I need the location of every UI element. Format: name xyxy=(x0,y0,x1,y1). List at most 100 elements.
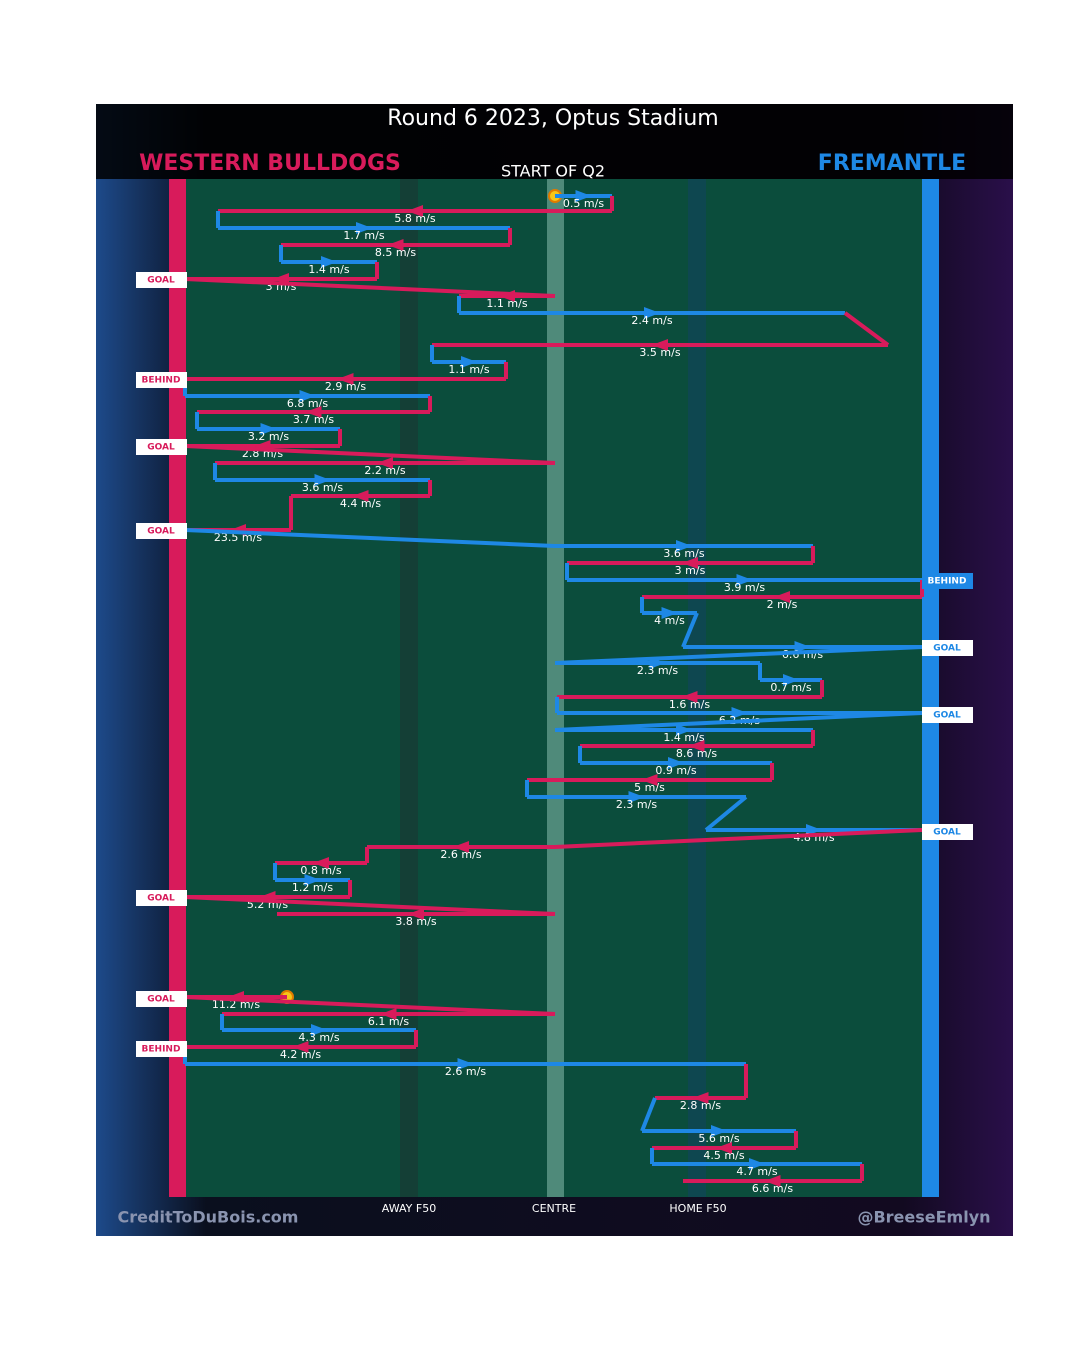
arrow-head xyxy=(731,707,748,719)
arrow-head xyxy=(764,1175,781,1187)
outcome-box xyxy=(136,991,187,1007)
arrow-head xyxy=(668,757,684,769)
arrow-head xyxy=(304,874,321,886)
arrow-head xyxy=(377,457,393,469)
speed-label: 1.4 m/s xyxy=(663,731,704,744)
arrow-head xyxy=(352,490,369,502)
header-band xyxy=(96,104,1013,179)
connector xyxy=(640,1097,657,1132)
outcome-label: GOAL xyxy=(147,276,175,286)
arrow-head xyxy=(453,841,469,853)
speed-label: 2.3 m/s xyxy=(616,798,657,811)
speed-label: 4.4 m/s xyxy=(340,497,381,510)
outcome-label: GOAL xyxy=(933,644,961,654)
arrow-head xyxy=(682,557,698,569)
speed-label: 3.9 m/s xyxy=(724,581,765,594)
speed-label: 1.1 m/s xyxy=(448,363,489,376)
connector xyxy=(843,311,890,347)
arrow-head xyxy=(299,390,316,402)
speed-label: 0.9 m/s xyxy=(655,764,696,777)
arrow-head xyxy=(407,205,423,217)
arrow-head xyxy=(311,1024,327,1036)
speed-label: 3.7 m/s xyxy=(293,413,334,426)
arrow-head xyxy=(806,824,822,836)
footer-handle: @BreeseEmlyn xyxy=(857,1208,990,1227)
speed-label: 2.6 m/s xyxy=(445,1065,486,1078)
outcome-box xyxy=(136,1041,187,1057)
arrow-head xyxy=(313,857,329,869)
arrow-head xyxy=(644,307,660,319)
left-team: WESTERN BULLDOGS xyxy=(139,151,401,176)
outcome-box xyxy=(136,372,187,388)
arrow-head xyxy=(321,256,337,268)
connector xyxy=(681,612,699,648)
arrow-head xyxy=(575,190,592,202)
arrow-head xyxy=(628,791,645,803)
outcome-box xyxy=(136,890,187,906)
speed-label: 1.1 m/s xyxy=(486,297,527,310)
outcome-label: GOAL xyxy=(933,711,961,721)
speed-label: 3.2 m/s xyxy=(248,430,289,443)
speed-label: 4.5 m/s xyxy=(703,1149,744,1162)
arrow-head xyxy=(676,540,692,552)
outcome-box xyxy=(136,523,187,539)
arrow-head xyxy=(681,691,698,703)
arrow-head xyxy=(260,423,277,435)
centre-stripe xyxy=(547,179,564,1197)
arrow-head xyxy=(641,774,658,786)
outcome-label: BEHIND xyxy=(142,1045,181,1055)
speed-label: 4.7 m/s xyxy=(736,1165,777,1178)
left-goal-line xyxy=(169,179,186,1197)
speed-label: 5.6 m/s xyxy=(698,1132,739,1145)
arrow-head xyxy=(337,373,354,385)
title: Round 6 2023, Optus Stadium xyxy=(387,106,718,131)
speed-label: 5.8 m/s xyxy=(394,212,435,225)
outcome-label: GOAL xyxy=(933,828,961,838)
outcome-label: GOAL xyxy=(147,995,175,1005)
arrow-head xyxy=(749,1158,765,1170)
connector xyxy=(184,995,556,1016)
arrow-head xyxy=(774,591,790,603)
connector xyxy=(184,528,556,548)
start-label: START OF Q2 xyxy=(501,162,605,181)
speed-label: 6.8 m/s xyxy=(287,397,328,410)
connector xyxy=(704,795,748,832)
arrow-head xyxy=(380,1008,397,1020)
speed-label: 6.6 m/s xyxy=(752,1182,793,1195)
outcome-label: GOAL xyxy=(147,894,175,904)
speed-label: 3.6 m/s xyxy=(302,481,343,494)
connector xyxy=(184,895,556,916)
speed-label: 2.8 m/s xyxy=(680,1099,721,1112)
arrow-head xyxy=(457,1058,474,1070)
connector xyxy=(554,645,923,665)
arrow-head xyxy=(314,474,331,486)
speed-label: 0.8 m/s xyxy=(300,864,341,877)
home-f50-stripe xyxy=(688,179,706,1197)
axis-label: CENTRE xyxy=(532,1202,576,1215)
arrow-head xyxy=(688,740,705,752)
arrow-head xyxy=(692,1092,709,1104)
arrow-head xyxy=(649,657,666,669)
outcome-box xyxy=(922,573,973,589)
speed-label: 1.2 m/s xyxy=(292,881,333,894)
arrow-head xyxy=(711,1125,727,1137)
arrow-head xyxy=(652,339,668,351)
outcome-label: BEHIND xyxy=(928,577,967,587)
speed-label: 3.5 m/s xyxy=(639,346,680,359)
connector xyxy=(184,444,556,465)
arrow-head xyxy=(716,1142,732,1154)
arrow-head xyxy=(408,908,424,920)
speed-label: 6.1 m/s xyxy=(368,1015,409,1028)
speed-label: 4.3 m/s xyxy=(298,1031,339,1044)
speed-label: 1.4 m/s xyxy=(308,263,349,276)
connector xyxy=(184,277,556,298)
away-f50-stripe xyxy=(400,179,418,1197)
speed-label: 3.6 m/s xyxy=(663,547,704,560)
speed-label: 2.6 m/s xyxy=(440,848,481,861)
outcome-box xyxy=(922,824,973,840)
speed-label: 1.6 m/s xyxy=(669,698,710,711)
speed-label: 5 m/s xyxy=(634,781,665,794)
footer-credit: CreditToDuBois.com xyxy=(118,1208,299,1227)
